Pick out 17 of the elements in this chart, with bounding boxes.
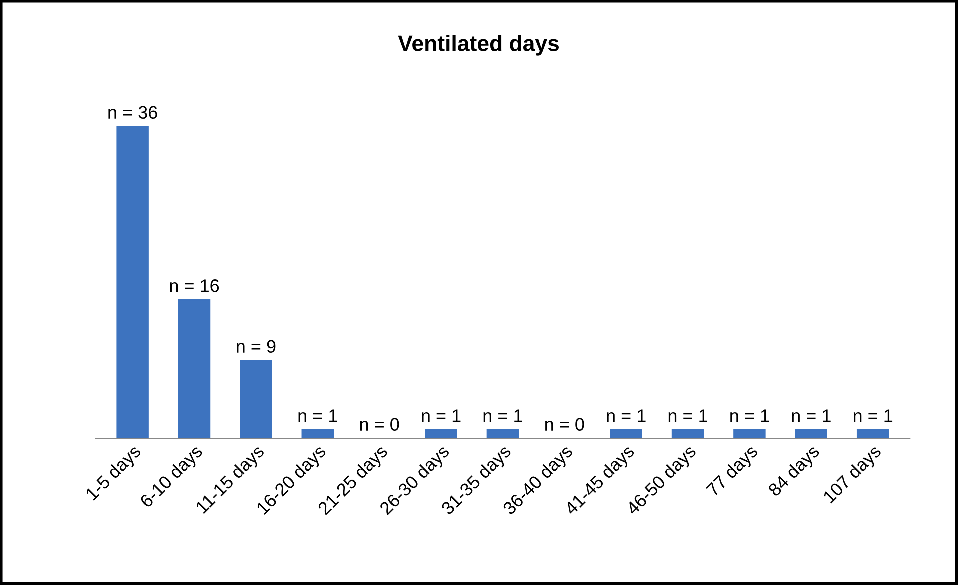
x-tick-label: 84 days bbox=[767, 444, 823, 500]
data-label: n = 0 bbox=[546, 418, 584, 432]
data-label: n = 1 bbox=[730, 410, 770, 422]
data-label: n = 16 bbox=[170, 280, 220, 292]
data-label: n = 1 bbox=[792, 410, 831, 422]
chart-title: Ventilated days bbox=[398, 35, 559, 56]
data-label: n = 1 bbox=[668, 410, 708, 422]
data-label: n = 1 bbox=[484, 410, 522, 422]
data-label: n = 9 bbox=[237, 340, 276, 354]
data-label: n = 1 bbox=[607, 410, 646, 422]
data-label: n = 0 bbox=[360, 418, 400, 432]
x-tick-label: 77 days bbox=[706, 444, 762, 500]
data-label: n = 1 bbox=[422, 410, 461, 422]
data-label: n = 1 bbox=[298, 410, 338, 422]
data-label: n = 36 bbox=[108, 106, 158, 120]
x-tick-label: 107 days bbox=[822, 444, 885, 506]
data-label: n = 1 bbox=[854, 410, 893, 422]
